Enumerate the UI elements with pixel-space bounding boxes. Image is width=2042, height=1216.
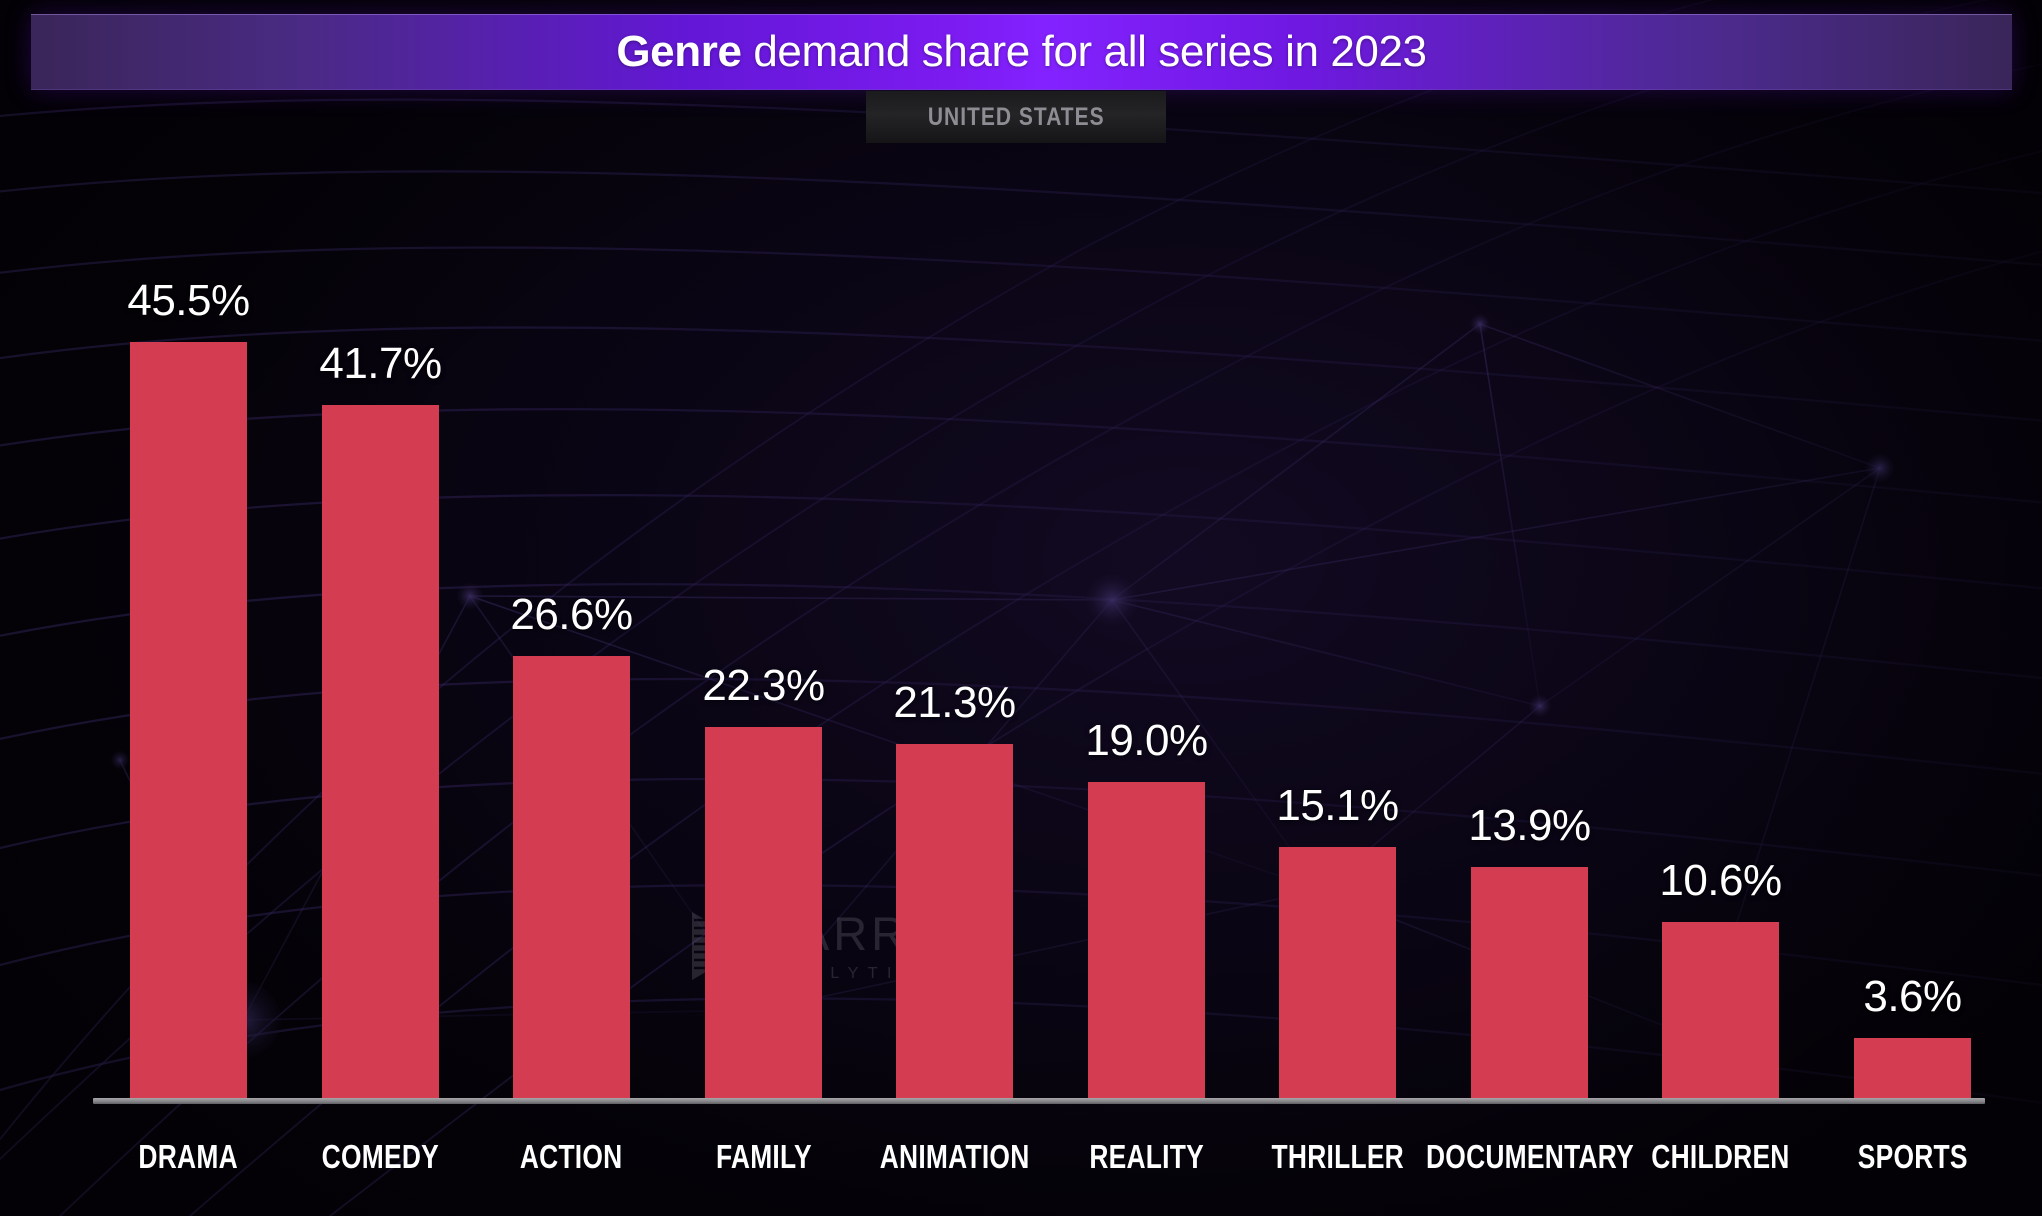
bar-value-label-children: 10.6% [1659,856,1782,905]
bar-value-label-action: 26.6% [510,590,633,639]
bar-value-label-family: 22.3% [702,661,825,710]
bar-family[interactable] [705,727,822,1098]
category-label-documentary: DOCUMENTARY [1400,1138,1660,1176]
bar-value-label-animation: 21.3% [893,678,1016,727]
x-axis-line [93,1098,1985,1104]
country-filter-chip[interactable]: UNITED STATES [866,91,1166,143]
bar-documentary[interactable] [1471,867,1588,1098]
category-label-thriller: THRILLER [1208,1138,1468,1176]
category-label-comedy: COMEDY [251,1138,511,1176]
bar-value-label-reality: 19.0% [1085,716,1208,765]
bar-value-label-documentary: 13.9% [1468,801,1591,850]
bar-value-label-drama: 45.5% [127,276,250,325]
bar-sports[interactable] [1854,1038,1971,1098]
category-label-children: CHILDREN [1591,1138,1851,1176]
category-label-text: SPORTS [1857,1138,1968,1175]
category-label-family: FAMILY [634,1138,894,1176]
category-label-text: ANIMATION [879,1138,1030,1175]
bar-children[interactable] [1662,922,1779,1098]
category-label-drama: DRAMA [59,1138,319,1176]
bar-reality[interactable] [1088,782,1205,1098]
category-label-animation: ANIMATION [825,1138,1085,1176]
bar-value-label-comedy: 41.7% [319,339,442,388]
bar-value-label-thriller: 15.1% [1276,781,1399,830]
page-title: Genre demand share for all series in 202… [616,27,1427,77]
category-label-text: ACTION [520,1138,623,1175]
chart-title-banner: Genre demand share for all series in 202… [31,14,2012,90]
category-label-reality: REALITY [1017,1138,1277,1176]
category-label-action: ACTION [442,1138,702,1176]
page-title-emphasis: Genre [616,27,742,76]
category-label-text: CHILDREN [1651,1138,1790,1175]
category-label-text: THRILLER [1271,1138,1404,1175]
category-label-sports: SPORTS [1783,1138,2042,1176]
category-label-text: DRAMA [138,1138,239,1175]
category-label-text: DOCUMENTARY [1425,1138,1634,1175]
bar-comedy[interactable] [322,405,439,1098]
page-title-rest: demand share for all series in 2023 [741,27,1427,76]
category-label-text: REALITY [1089,1138,1204,1175]
bar-value-label-sports: 3.6% [1863,972,1962,1021]
category-label-text: COMEDY [321,1138,440,1175]
country-label: UNITED STATES [927,102,1105,131]
bar-animation[interactable] [896,744,1013,1098]
bar-action[interactable] [513,656,630,1098]
bar-thriller[interactable] [1279,847,1396,1098]
category-label-text: FAMILY [715,1138,812,1175]
bar-drama[interactable] [130,342,247,1098]
